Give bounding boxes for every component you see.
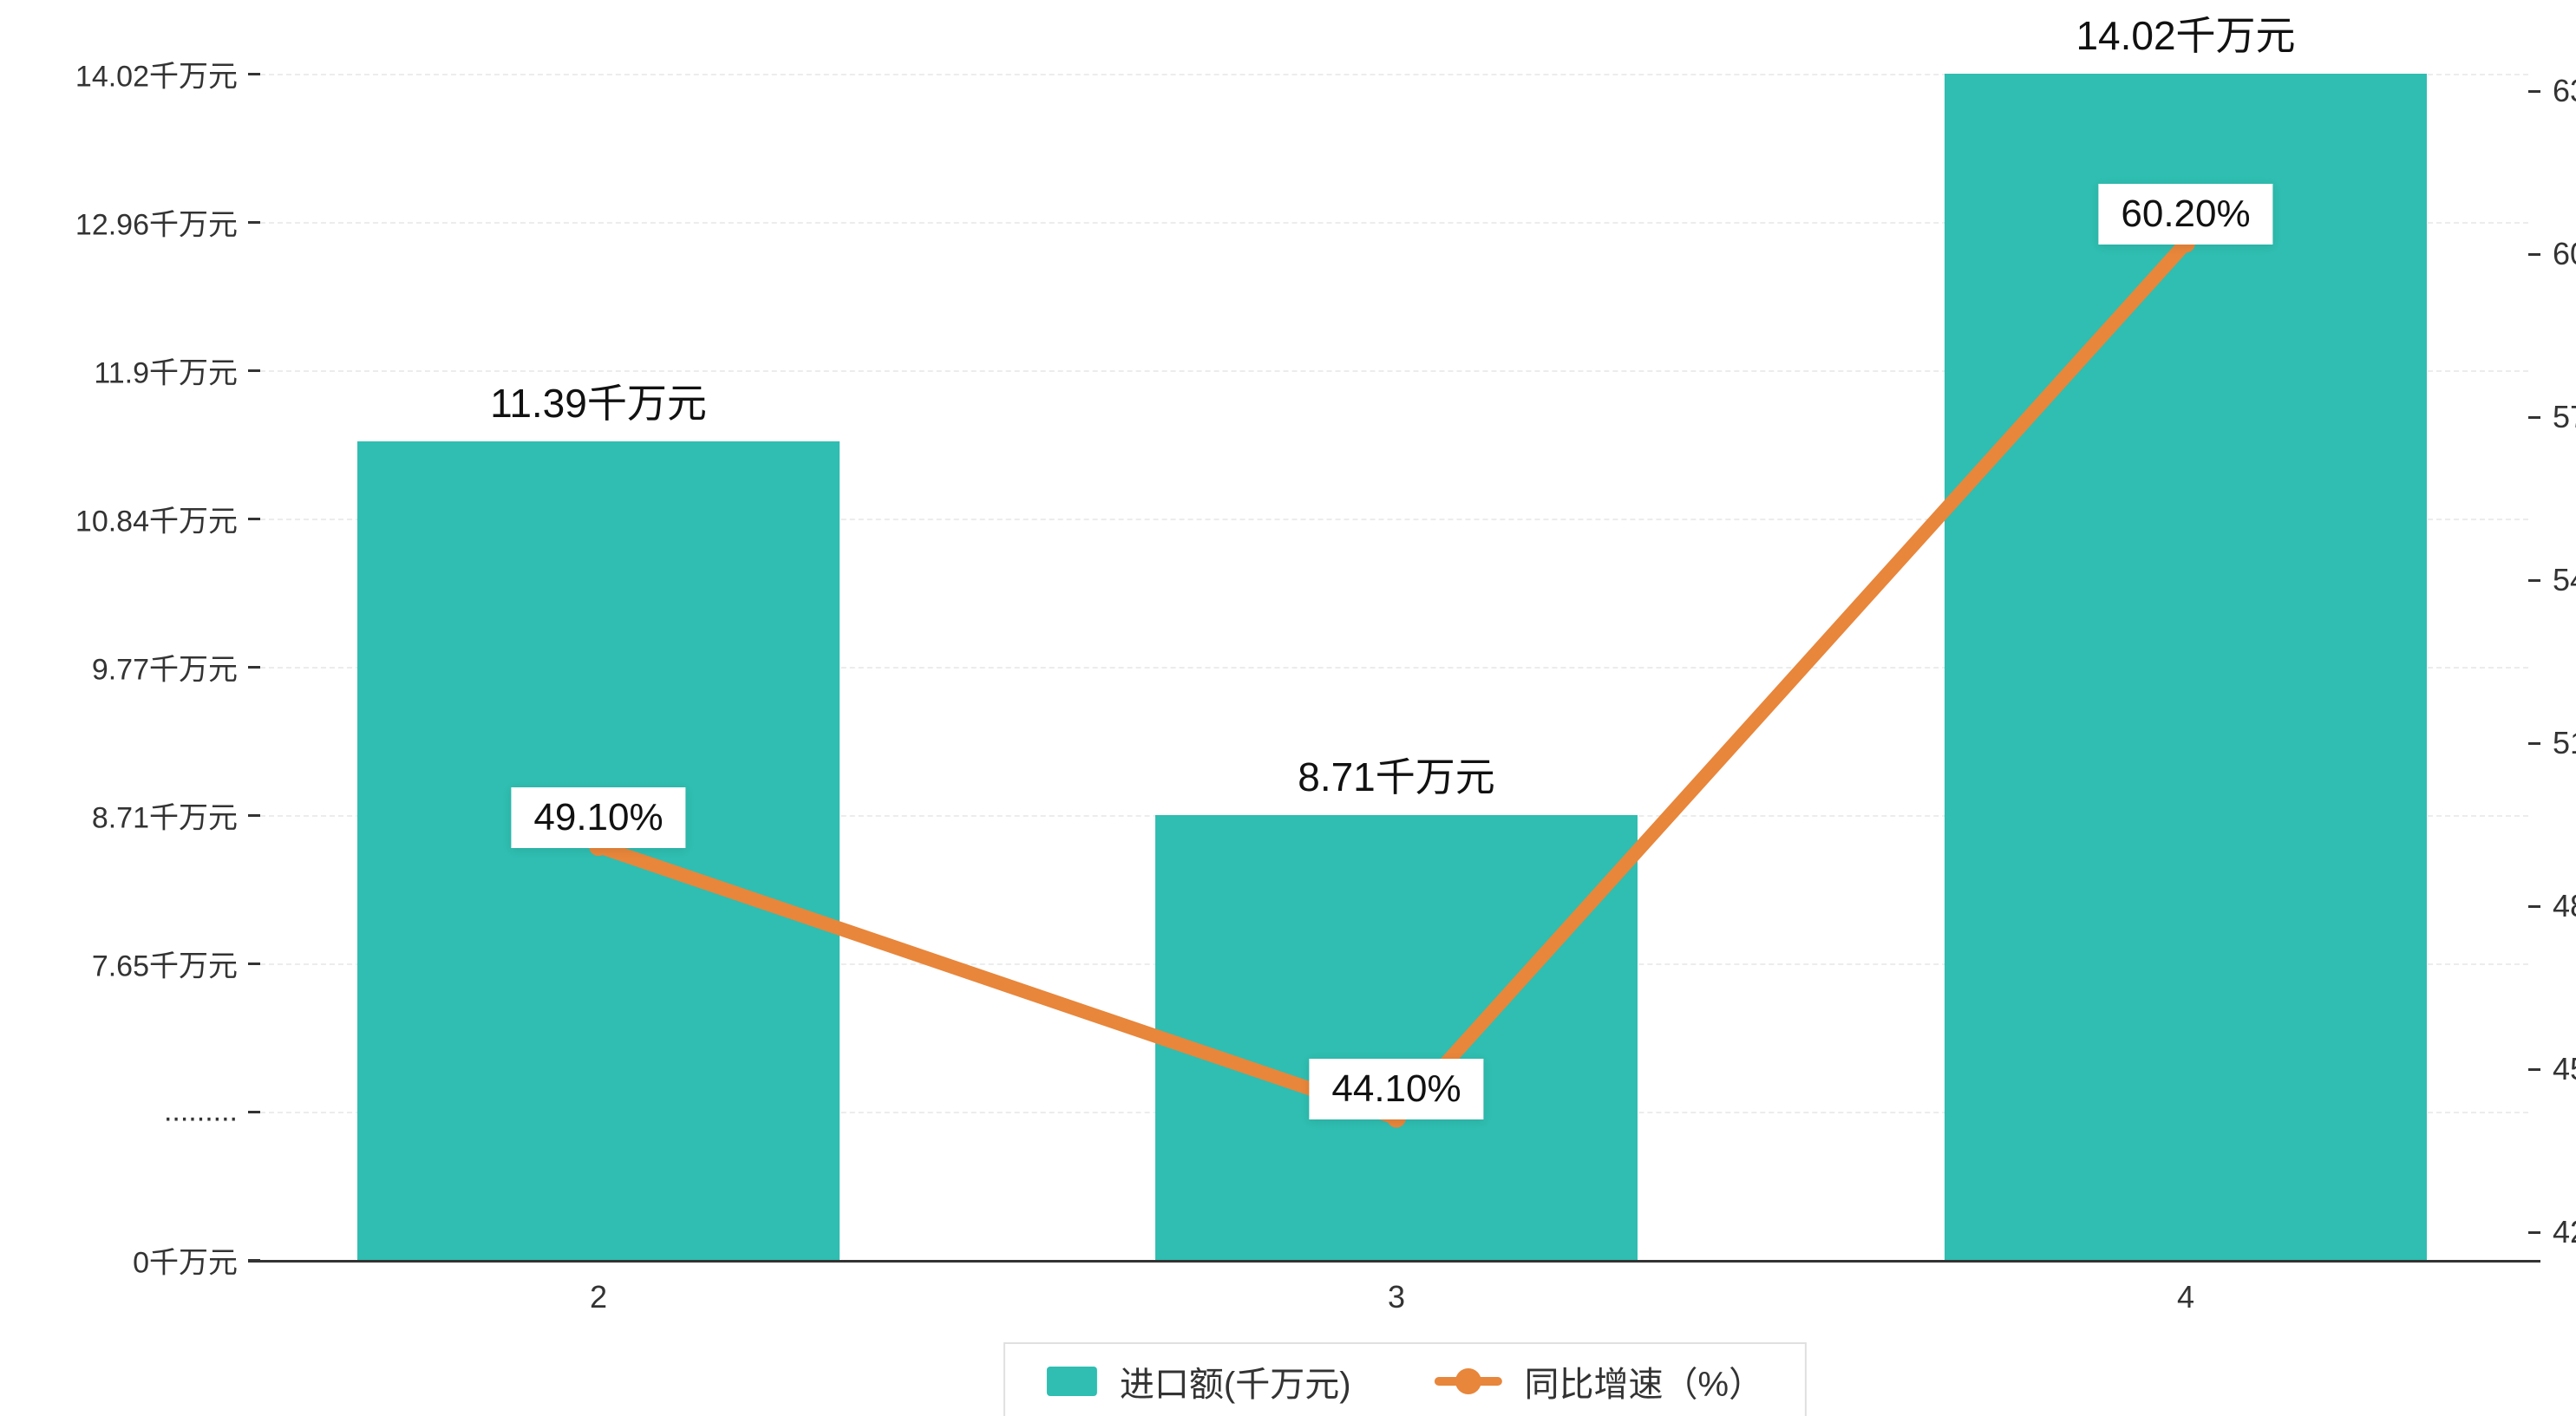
- import-bar[interactable]: [357, 440, 840, 1260]
- left-axis-label: 14.02千万元: [75, 60, 238, 94]
- h-gridline: [260, 222, 2528, 224]
- right-axis-label: 54: [2553, 562, 2576, 597]
- bar-value-label: 11.39千万元: [490, 380, 707, 426]
- right-tick-mark: [2528, 1068, 2540, 1071]
- right-axis-label: 63: [2553, 73, 2576, 108]
- left-tick-mark: [248, 1111, 260, 1113]
- import-bar[interactable]: [1155, 815, 1638, 1260]
- legend-item-growth[interactable]: 同比增速（%）: [1434, 1356, 1764, 1406]
- left-axis-label: .........: [163, 1094, 238, 1128]
- left-axis-label: 12.96千万元: [75, 208, 238, 242]
- growth-value-label: 49.10%: [511, 787, 686, 849]
- right-tick-mark: [2528, 1231, 2540, 1234]
- left-tick-mark: [248, 814, 260, 817]
- legend-bar-swatch-icon: [1046, 1367, 1097, 1396]
- right-tick-mark: [2528, 742, 2540, 745]
- left-tick-mark: [248, 518, 260, 520]
- growth-value-label: 60.20%: [2098, 184, 2273, 245]
- left-axis-label: 7.65千万元: [91, 949, 238, 983]
- right-axis-label: 48: [2553, 888, 2576, 923]
- right-axis-label: 45: [2553, 1051, 2576, 1086]
- bar-value-label: 8.71千万元: [1298, 754, 1495, 800]
- left-tick-mark: [248, 666, 260, 669]
- right-axis-label: 42: [2553, 1214, 2576, 1250]
- growth-value-label: 44.10%: [1309, 1059, 1484, 1120]
- left-tick-mark: [248, 962, 260, 965]
- legend-line-dot-icon: [1455, 1368, 1481, 1394]
- legend-label: 进口额(千万元): [1119, 1366, 1351, 1404]
- import-bar[interactable]: [1945, 74, 2427, 1260]
- left-axis-label: 10.84千万元: [75, 505, 238, 538]
- left-axis-label: 0千万元: [133, 1246, 238, 1280]
- left-tick-mark: [248, 221, 260, 224]
- x-axis-line: [248, 1260, 2540, 1263]
- left-axis-label: 11.9千万元: [94, 356, 238, 390]
- left-tick-mark: [248, 73, 260, 75]
- right-axis-label: 60: [2553, 236, 2576, 271]
- right-tick-mark: [2528, 90, 2540, 93]
- right-tick-mark: [2528, 579, 2540, 582]
- right-tick-mark: [2528, 253, 2540, 256]
- bar-value-label: 14.02千万元: [2076, 13, 2296, 58]
- right-tick-mark: [2528, 416, 2540, 419]
- x-axis-label: 3: [1387, 1279, 1406, 1315]
- x-axis-label: 2: [589, 1279, 608, 1315]
- right-axis-label: 57: [2553, 399, 2576, 434]
- left-axis-label: 8.71千万元: [91, 801, 238, 835]
- right-tick-mark: [2528, 905, 2540, 908]
- x-axis-label: 4: [2176, 1279, 2195, 1315]
- legend-item-import[interactable]: 进口额(千万元): [1046, 1356, 1351, 1406]
- legend: 进口额(千万元) 同比增速（%）: [1003, 1342, 1808, 1416]
- h-gridline: [260, 74, 2528, 75]
- legend-label: 同比增速（%）: [1524, 1366, 1764, 1404]
- legend-line-marker-icon: [1434, 1368, 1502, 1394]
- left-tick-mark: [248, 369, 260, 372]
- left-axis-label: 9.77千万元: [91, 653, 238, 687]
- right-axis-label: 51: [2553, 725, 2576, 760]
